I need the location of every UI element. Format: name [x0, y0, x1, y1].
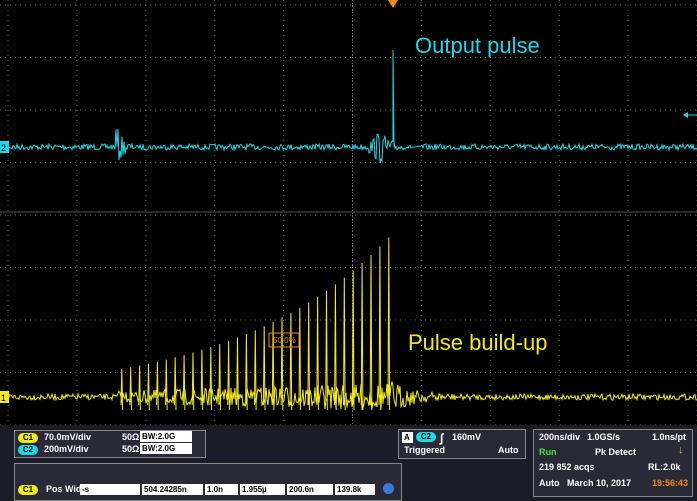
trigger-state: Triggered — [404, 445, 446, 455]
acquisition-box — [533, 429, 693, 497]
ch1-badge: C1 — [18, 433, 38, 443]
trigger-level: 160mV — [452, 432, 482, 442]
ch1-bandwidth: BW:2.0G — [140, 431, 192, 442]
ch1-marker-label: 1 — [1, 393, 6, 403]
trigger-box — [398, 429, 526, 459]
table-frame — [14, 463, 402, 501]
annotation: Pulse build-up — [408, 330, 547, 355]
ch1-impedance: 50Ω — [122, 432, 140, 442]
record-length: RL:2.0k — [648, 462, 681, 472]
ch1-scale: 70.0mV/div — [44, 432, 92, 442]
table-cell: -s — [80, 484, 140, 495]
timebase: 200ns/div — [539, 432, 581, 442]
info-icon — [383, 483, 394, 494]
acq-mode: Pk Detect — [595, 447, 637, 457]
trigger-position — [388, 0, 398, 8]
status-panel: C1 70.0mV/div 50Ω BW:2.0G C2 200mV/div 5… — [0, 425, 697, 501]
table-cell: 1.0n — [205, 484, 238, 495]
run-state: Run — [539, 447, 557, 457]
trigger-level-head — [683, 112, 688, 118]
resolution: 1.0ns/pt — [652, 432, 687, 442]
table-cell: 1.955µ — [240, 484, 285, 495]
ch2-trace — [0, 49, 697, 164]
ch2-bandwidth: BW:2.0G — [140, 443, 192, 454]
screen: Output pulse Pulse build-up 50.0% 2 1 — [0, 0, 697, 425]
ch2-marker — [0, 141, 9, 153]
sample-rate: 1.0GS/s — [587, 432, 621, 442]
cursor-label: 50.0% — [273, 336, 296, 345]
ch2-badge: C2 — [18, 445, 38, 455]
ch1-trace — [0, 237, 697, 411]
table-cell: 200.6n — [287, 484, 333, 495]
table-cell: 504.24285n — [142, 484, 203, 495]
trigger-mode: Auto — [498, 445, 519, 455]
table-cell: 139.8k — [335, 484, 375, 495]
acq-indicator: ↓ — [678, 444, 684, 456]
time: 19:56:43 — [652, 478, 689, 488]
trigger-source-tag: A — [402, 432, 413, 443]
run-mode: Auto — [539, 478, 560, 488]
ch2-marker-label: 2 — [1, 143, 6, 153]
date: March 10, 2017 — [567, 478, 632, 488]
cursor-box — [268, 332, 300, 348]
row-name: Pos Wid — [46, 484, 82, 494]
acqs: 219 852 acqs — [539, 462, 595, 472]
row-channel: C1 — [18, 485, 38, 495]
ch2-scale: 200mV/div — [44, 444, 89, 454]
annotation: Output pulse — [415, 33, 540, 58]
ch2-impedance: 50Ω — [122, 444, 140, 454]
ch1-marker — [0, 391, 9, 403]
trigger-channel: C2 — [416, 432, 436, 442]
trigger-slope: ∫ — [440, 431, 444, 445]
